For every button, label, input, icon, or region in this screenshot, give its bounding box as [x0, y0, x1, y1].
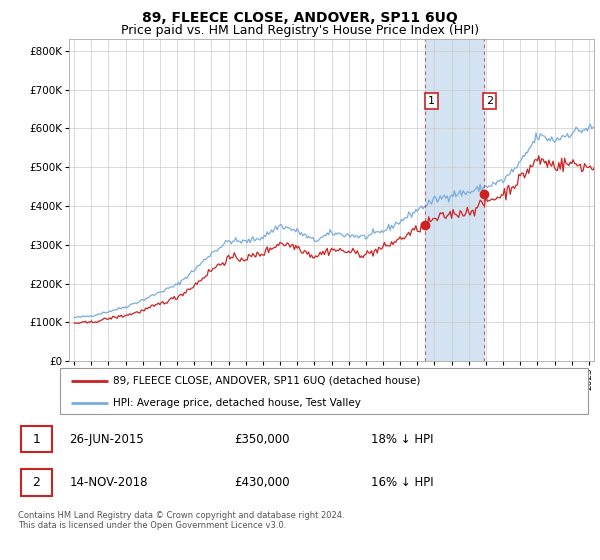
Bar: [425, 39, 484, 361]
Text: 18% ↓ HPI: 18% ↓ HPI: [371, 432, 434, 446]
Text: 16% ↓ HPI: 16% ↓ HPI: [371, 476, 434, 489]
Text: HPI: Average price, detached house, Test Valley: HPI: Average price, detached house, Test…: [113, 398, 361, 408]
Text: 26-JUN-2015: 26-JUN-2015: [70, 432, 144, 446]
Text: 2: 2: [486, 96, 493, 106]
Text: 2: 2: [32, 476, 40, 489]
FancyBboxPatch shape: [60, 368, 588, 414]
Text: 1: 1: [32, 432, 40, 446]
Text: Price paid vs. HM Land Registry's House Price Index (HPI): Price paid vs. HM Land Registry's House …: [121, 24, 479, 36]
Text: £430,000: £430,000: [235, 476, 290, 489]
Text: 89, FLEECE CLOSE, ANDOVER, SP11 6UQ: 89, FLEECE CLOSE, ANDOVER, SP11 6UQ: [142, 11, 458, 25]
Text: Contains HM Land Registry data © Crown copyright and database right 2024.
This d: Contains HM Land Registry data © Crown c…: [18, 511, 344, 530]
FancyBboxPatch shape: [21, 426, 52, 452]
Text: £350,000: £350,000: [235, 432, 290, 446]
Text: 14-NOV-2018: 14-NOV-2018: [70, 476, 148, 489]
Text: 1: 1: [428, 96, 435, 106]
FancyBboxPatch shape: [21, 469, 52, 496]
Text: 89, FLEECE CLOSE, ANDOVER, SP11 6UQ (detached house): 89, FLEECE CLOSE, ANDOVER, SP11 6UQ (det…: [113, 376, 420, 386]
